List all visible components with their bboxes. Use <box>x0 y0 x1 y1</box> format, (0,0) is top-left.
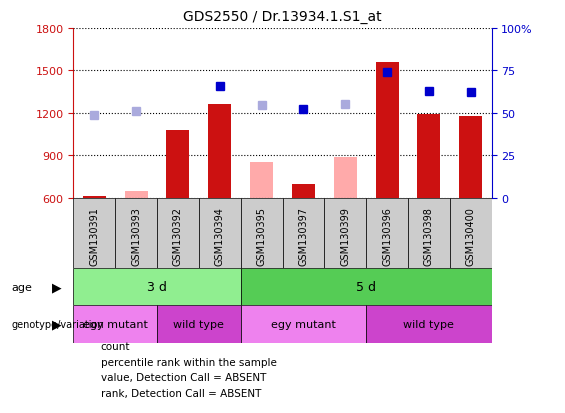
Bar <box>292 184 315 198</box>
Bar <box>418 114 440 198</box>
Text: rank, Detection Call = ABSENT: rank, Detection Call = ABSENT <box>101 388 261 398</box>
Bar <box>83 196 106 198</box>
Text: wild type: wild type <box>403 319 454 329</box>
Text: GSM130399: GSM130399 <box>340 206 350 266</box>
Text: count: count <box>101 341 130 351</box>
Bar <box>241 268 492 306</box>
Text: GSM130396: GSM130396 <box>382 206 392 266</box>
Bar <box>73 268 241 306</box>
Bar <box>167 131 189 198</box>
Bar <box>459 117 482 198</box>
Text: age: age <box>11 282 32 292</box>
Text: genotype/variation: genotype/variation <box>11 319 104 329</box>
Bar <box>250 162 273 198</box>
Bar <box>366 198 408 268</box>
Text: GSM130395: GSM130395 <box>257 206 267 266</box>
Text: value, Detection Call = ABSENT: value, Detection Call = ABSENT <box>101 373 266 382</box>
Text: percentile rank within the sample: percentile rank within the sample <box>101 357 276 367</box>
Text: GSM130397: GSM130397 <box>298 206 308 266</box>
Bar <box>157 198 199 268</box>
Text: wild type: wild type <box>173 319 224 329</box>
Bar <box>324 198 366 268</box>
Text: 3 d: 3 d <box>147 280 167 294</box>
Bar <box>241 306 366 343</box>
Text: egy mutant: egy mutant <box>83 319 147 329</box>
Text: ▶: ▶ <box>51 318 62 331</box>
Text: GSM130400: GSM130400 <box>466 206 476 266</box>
Text: GSM130393: GSM130393 <box>131 206 141 266</box>
Bar <box>115 198 157 268</box>
Bar <box>408 198 450 268</box>
Text: egy mutant: egy mutant <box>271 319 336 329</box>
Bar <box>376 63 398 198</box>
Bar <box>157 306 241 343</box>
Bar <box>334 158 357 198</box>
Bar <box>125 191 147 198</box>
Bar <box>450 198 492 268</box>
Bar <box>73 306 157 343</box>
Bar <box>241 198 282 268</box>
Bar <box>199 198 241 268</box>
Bar <box>282 198 324 268</box>
Bar <box>366 306 492 343</box>
Bar <box>208 105 231 198</box>
Text: GSM130398: GSM130398 <box>424 206 434 266</box>
Text: GSM130394: GSM130394 <box>215 206 225 266</box>
Text: GDS2550 / Dr.13934.1.S1_at: GDS2550 / Dr.13934.1.S1_at <box>183 10 382 24</box>
Text: 5 d: 5 d <box>356 280 376 294</box>
Text: GSM130392: GSM130392 <box>173 206 183 266</box>
Text: GSM130391: GSM130391 <box>89 206 99 266</box>
Text: ▶: ▶ <box>51 280 62 294</box>
Bar <box>73 198 115 268</box>
